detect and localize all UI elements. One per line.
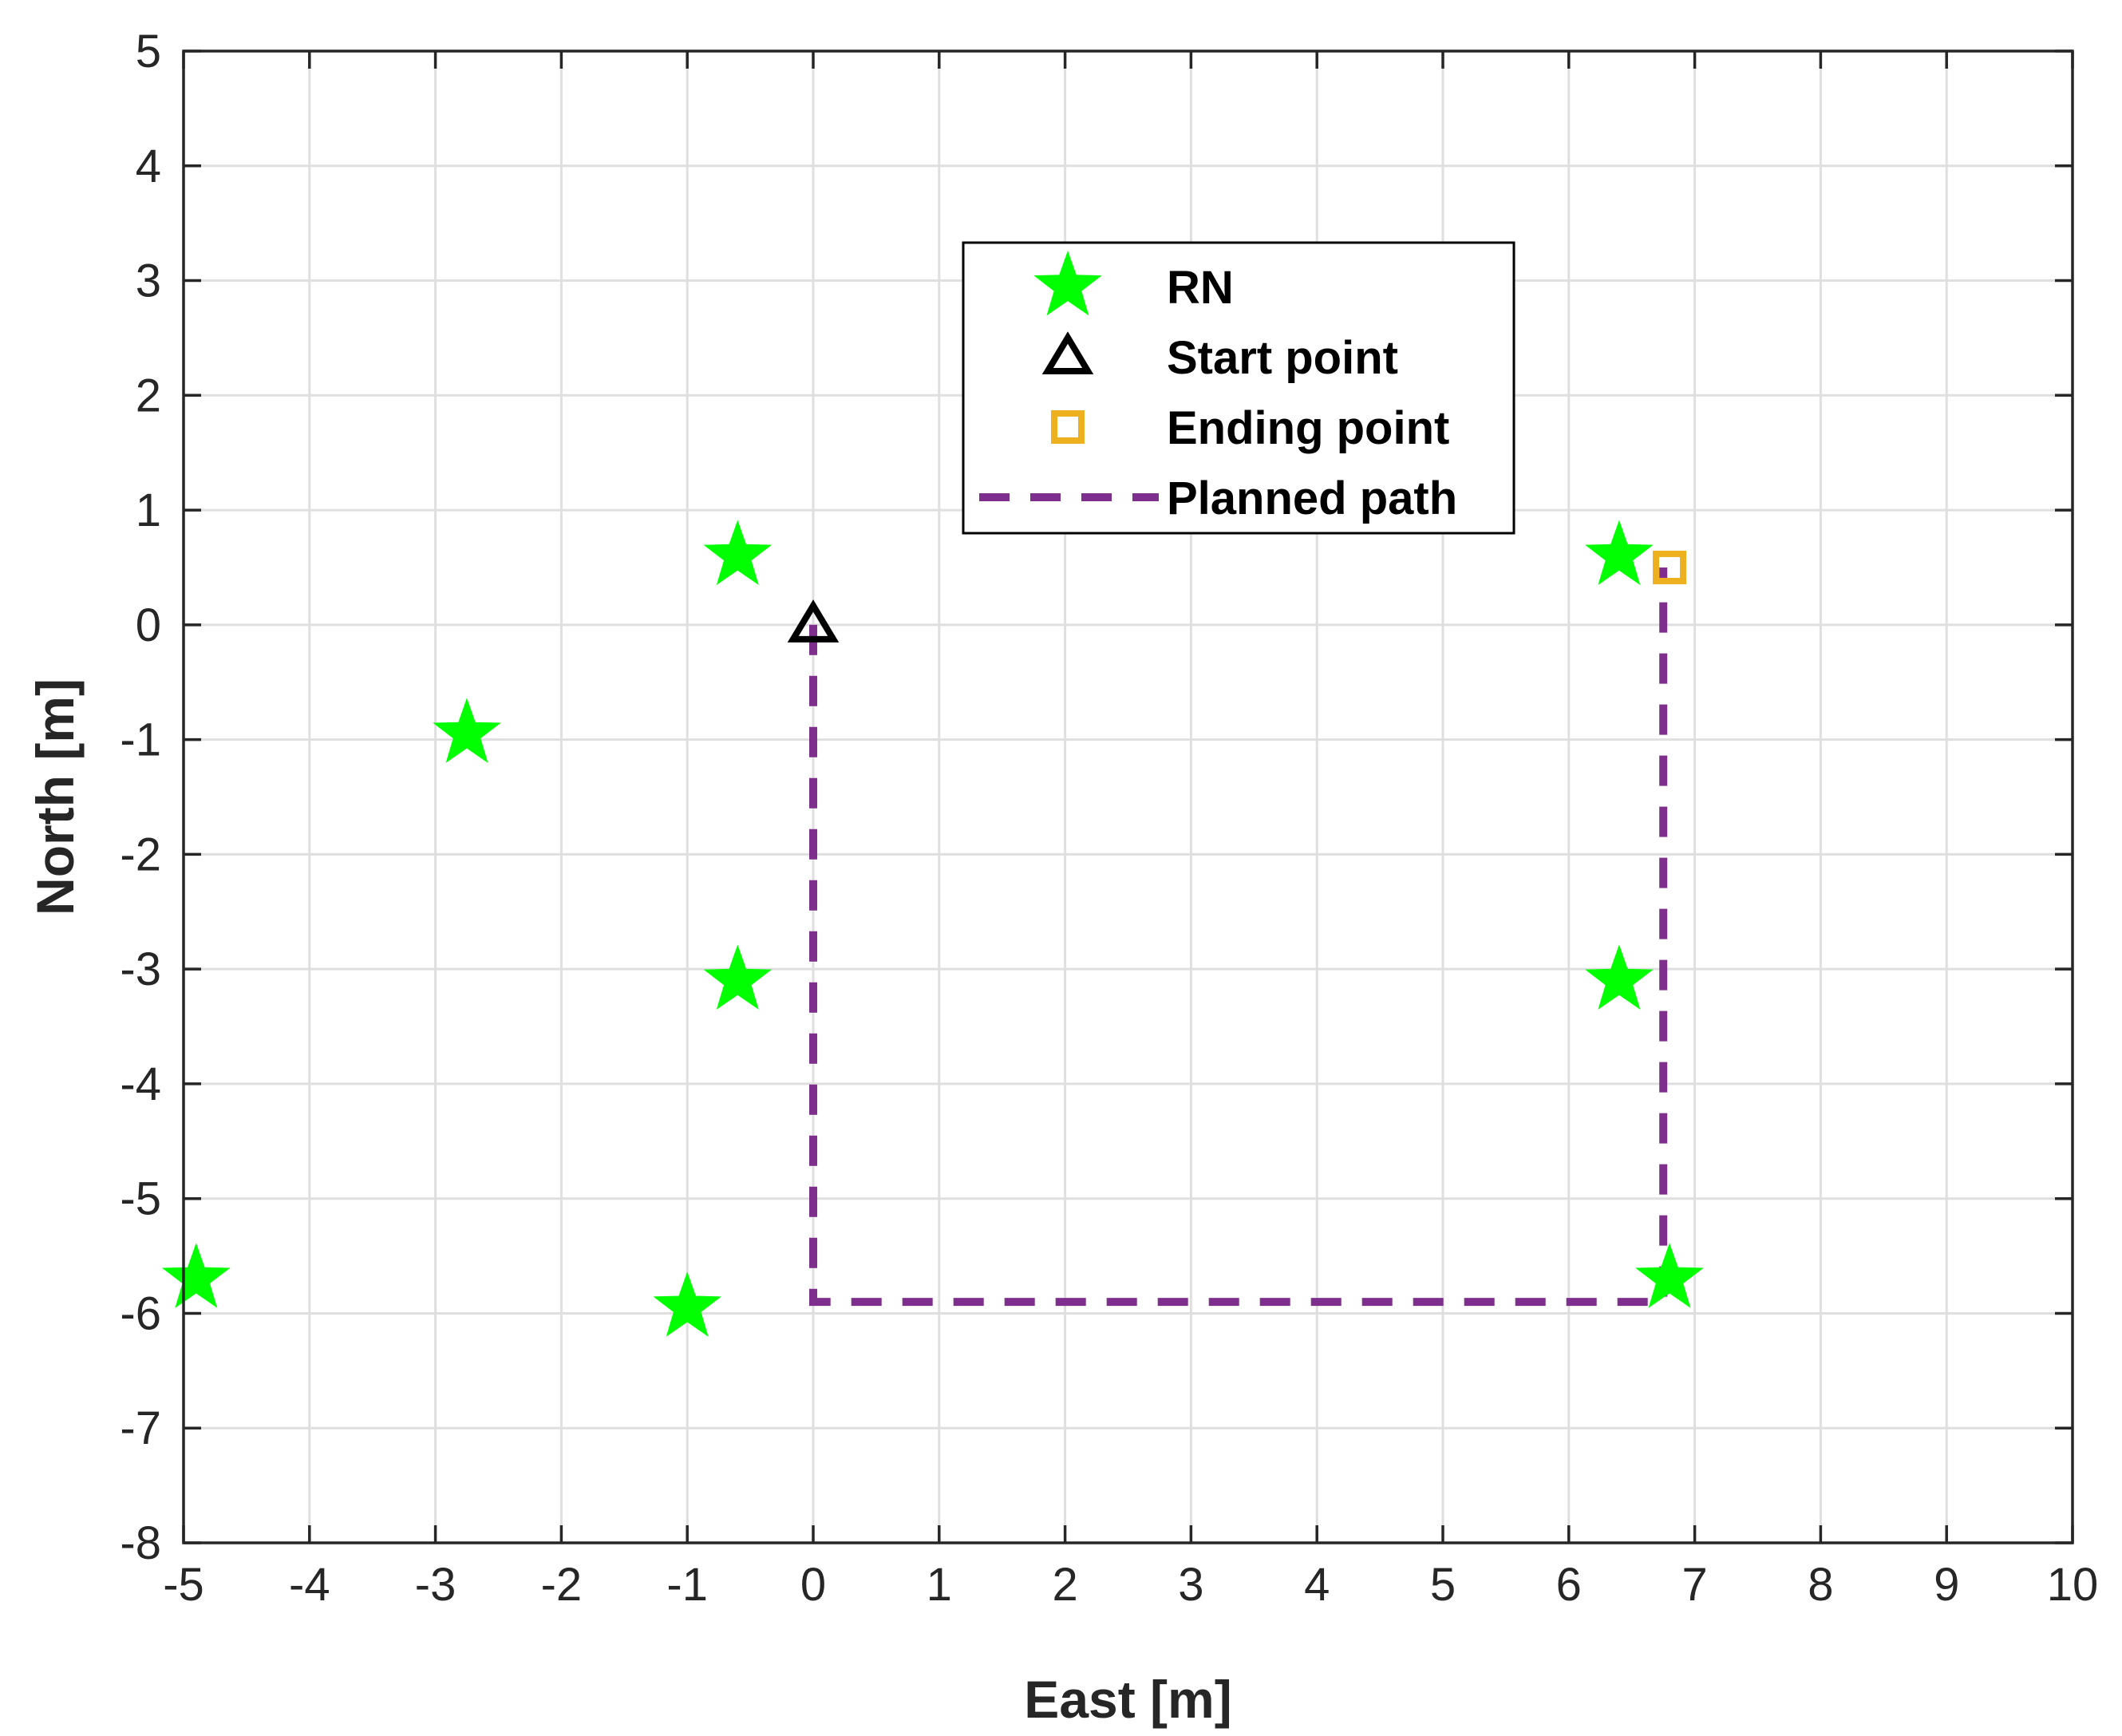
x-tick-label: 5 — [1430, 1559, 1456, 1611]
y-axis-title: North [m] — [26, 678, 85, 915]
rn-star-marker — [433, 698, 501, 763]
planned-path-line — [809, 567, 1668, 1307]
x-tick-label: 6 — [1556, 1559, 1582, 1611]
x-tick-label: 2 — [1052, 1559, 1077, 1611]
x-tick-label: -4 — [289, 1559, 330, 1611]
y-tick-label: -7 — [120, 1402, 161, 1454]
legend-label: RN — [1167, 262, 1234, 314]
x-tick-label: 0 — [800, 1559, 826, 1611]
rn-star-marker — [703, 520, 773, 586]
y-tick-label: 3 — [136, 255, 161, 307]
y-tick-label: -2 — [120, 828, 161, 880]
y-tick-label: -8 — [120, 1517, 161, 1569]
planned-path — [809, 567, 1668, 1307]
legend-label: Ending point — [1167, 402, 1449, 454]
grid — [182, 49, 2074, 1544]
x-tick-label: 8 — [1808, 1559, 1833, 1611]
x-tick-label: -3 — [415, 1559, 456, 1611]
ticks: -5 -4 -3 -2 -1 0 1 2 3 4 5 6 7 8 9 10 -8 -7 -6 -5 -4 -3 -2 -1 0 1… — [120, 26, 2098, 1611]
rn-star-marker — [1585, 520, 1654, 586]
rn-star-marker — [703, 944, 773, 1010]
y-tick-label: -6 — [120, 1287, 161, 1339]
x-tick-label: 1 — [927, 1559, 952, 1611]
x-tick-label: 3 — [1178, 1559, 1203, 1611]
y-tick-label: 1 — [136, 484, 161, 536]
plot-frame — [182, 49, 2074, 1544]
x-tick-label: -1 — [666, 1559, 708, 1611]
legend-triangle-icon — [1041, 331, 1094, 374]
y-tick-label: -4 — [120, 1058, 161, 1110]
legend-square-icon — [1051, 410, 1085, 444]
y-tick-label: 0 — [136, 599, 161, 651]
y-tick-label: 5 — [136, 26, 161, 77]
ending-point-marker — [1653, 550, 1687, 584]
rn-star-marker — [161, 1243, 231, 1308]
x-tick-label: 4 — [1304, 1559, 1330, 1611]
start-point-marker — [787, 599, 840, 643]
rn-star-marker — [1585, 944, 1654, 1010]
y-tick-label: 2 — [136, 370, 161, 421]
rn-star-marker — [653, 1271, 721, 1337]
markers — [161, 520, 1704, 1337]
legend-label: Start point — [1167, 332, 1398, 384]
x-tick-label: -2 — [541, 1559, 583, 1611]
x-tick-label: 9 — [1934, 1559, 1959, 1611]
y-tick-label: -3 — [120, 943, 161, 995]
legend: RN Start point Ending point Planned path — [962, 241, 1515, 535]
rn-star-marker — [1635, 1243, 1704, 1308]
legend-label: Planned path — [1167, 473, 1457, 524]
y-tick-label: 4 — [136, 140, 161, 192]
x-tick-label: 7 — [1681, 1559, 1707, 1611]
x-tick-label: -5 — [163, 1559, 204, 1611]
x-axis-title: East [m] — [1024, 1670, 1231, 1729]
y-tick-label: -5 — [120, 1173, 161, 1225]
x-tick-label: 10 — [2047, 1559, 2099, 1611]
legend-star-icon — [1033, 251, 1102, 316]
y-tick-label: -1 — [120, 714, 161, 766]
